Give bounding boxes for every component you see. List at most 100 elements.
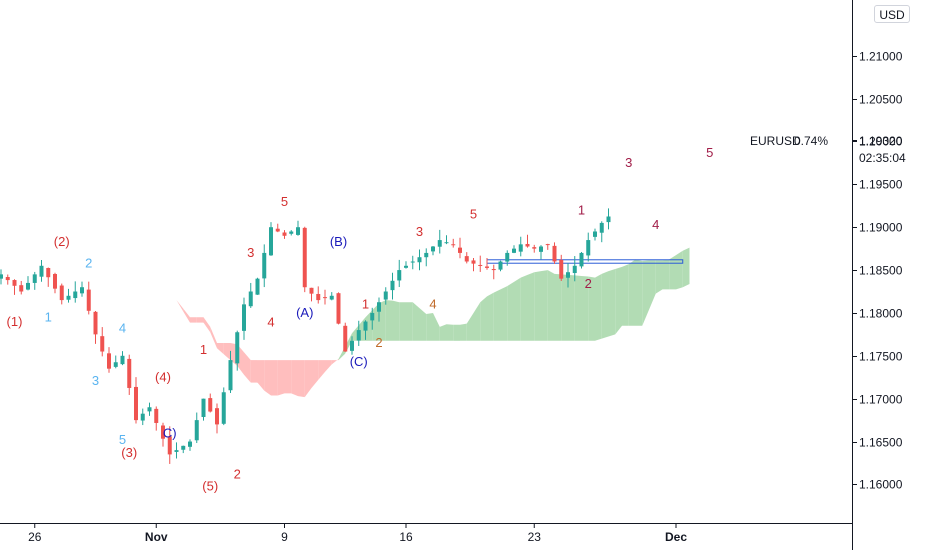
- price-tick-label: 1.16000: [859, 478, 903, 492]
- cloud-segment: [446, 324, 454, 341]
- candle-body: [93, 311, 98, 335]
- instrument-label: EURUSD: [750, 134, 801, 148]
- wave-label: 1: [45, 310, 52, 325]
- candle-body: [498, 261, 503, 270]
- candle-body: [329, 295, 334, 300]
- cloud-segment: [426, 312, 433, 341]
- candle-body: [491, 268, 496, 271]
- candle-body: [289, 231, 294, 234]
- candle-body: [228, 360, 233, 391]
- cloud-segment: [291, 360, 298, 397]
- candle-body: [485, 266, 489, 268]
- cloud-segment: [588, 276, 595, 341]
- candle-body: [255, 278, 260, 295]
- wave-label: 4: [429, 297, 436, 312]
- candle-body: [539, 246, 543, 252]
- candle-body: [363, 321, 368, 331]
- cloud-segment: [176, 300, 184, 312]
- cloud-segment: [311, 360, 319, 388]
- wave-label: 2: [234, 466, 241, 481]
- cloud-segment: [264, 360, 271, 396]
- last-price-value: 1.19320: [859, 134, 903, 148]
- wave-label: (5): [202, 478, 218, 493]
- price-tick-label: 1.18000: [859, 307, 903, 321]
- price-tick-label: 1.17500: [859, 350, 903, 364]
- cloud-segment: [217, 342, 224, 355]
- candle-body: [154, 408, 159, 423]
- candle-body: [208, 398, 213, 412]
- cloud-segment: [392, 300, 400, 341]
- wave-label: 2: [85, 256, 92, 271]
- cloud-segment: [257, 360, 265, 391]
- price-axis[interactable]: 1.16000 1.16500 1.17000 1.17500 1.18000 1.185…: [852, 50, 903, 492]
- cloud-segment: [439, 324, 447, 341]
- candle-body: [12, 280, 17, 286]
- cloud-segment: [304, 360, 312, 398]
- candle-body: [127, 358, 132, 388]
- cloud-segment: [284, 360, 292, 394]
- candle-body: [559, 259, 564, 279]
- cloud-segment: [244, 352, 251, 383]
- candle-body: [59, 285, 64, 301]
- candle-body: [235, 332, 240, 364]
- candle-body: [545, 244, 550, 246]
- candle-body: [181, 445, 186, 450]
- wave-label: 4: [119, 321, 126, 336]
- cloud-segment: [318, 360, 325, 380]
- candle-body: [242, 304, 246, 331]
- cloud-segment: [190, 317, 197, 323]
- wave-label: (4): [155, 370, 171, 385]
- cloud-segment: [493, 289, 501, 341]
- candle-body: [593, 231, 597, 237]
- candle-body: [383, 291, 388, 300]
- candle-body: [26, 282, 30, 290]
- cloud-segment: [628, 259, 636, 326]
- candle-body: [201, 398, 206, 417]
- time-axis[interactable]: 26 Nov 9 16 23 Dec: [28, 523, 687, 544]
- candle-body: [505, 252, 510, 262]
- cloud-segment: [466, 312, 474, 341]
- cloud-segment: [541, 270, 548, 341]
- candle-body: [120, 355, 125, 365]
- wave-label: 3: [416, 224, 423, 239]
- cloud-segment: [183, 308, 190, 323]
- cloud-segment: [473, 302, 481, 341]
- wave-label: (1): [7, 314, 23, 329]
- candle-body: [134, 386, 138, 421]
- cloud-segment: [277, 360, 285, 396]
- price-tick-label: 1.19000: [859, 221, 903, 235]
- candle-body: [221, 392, 226, 424]
- price-tick-label: 1.19500: [859, 178, 903, 192]
- candle-body: [437, 240, 442, 247]
- price-tick-label: 1.20500: [859, 93, 903, 107]
- candle-body: [599, 222, 604, 233]
- candle-body: [80, 287, 84, 294]
- cloud-segment: [554, 273, 562, 341]
- wave-label: 5: [119, 432, 126, 447]
- cloud-segment: [595, 273, 602, 341]
- wave-label: 1: [362, 297, 369, 312]
- candle-body: [417, 257, 422, 263]
- cloud-segment: [453, 324, 460, 341]
- candle-body: [518, 244, 523, 252]
- candle-body: [86, 289, 91, 311]
- candle-body: [309, 287, 314, 294]
- cloud-segment: [203, 317, 211, 333]
- candle-body: [464, 256, 469, 262]
- cloud-segment: [480, 296, 487, 341]
- currency-button[interactable]: USD: [874, 5, 910, 23]
- time-tick-label: Nov: [145, 530, 168, 544]
- time-tick-label: 26: [28, 530, 42, 544]
- cloud-segment: [372, 303, 379, 341]
- candle-body: [431, 246, 435, 252]
- candle-body: [451, 244, 456, 246]
- cloud-segment: [325, 360, 332, 372]
- candle-body: [73, 291, 78, 299]
- candle-body: [404, 265, 408, 268]
- candle-body: [336, 293, 341, 324]
- wave-label: (B): [330, 234, 347, 249]
- ichimoku-cloud: [82, 247, 690, 398]
- candle-body: [606, 216, 611, 223]
- candle-body: [525, 243, 530, 247]
